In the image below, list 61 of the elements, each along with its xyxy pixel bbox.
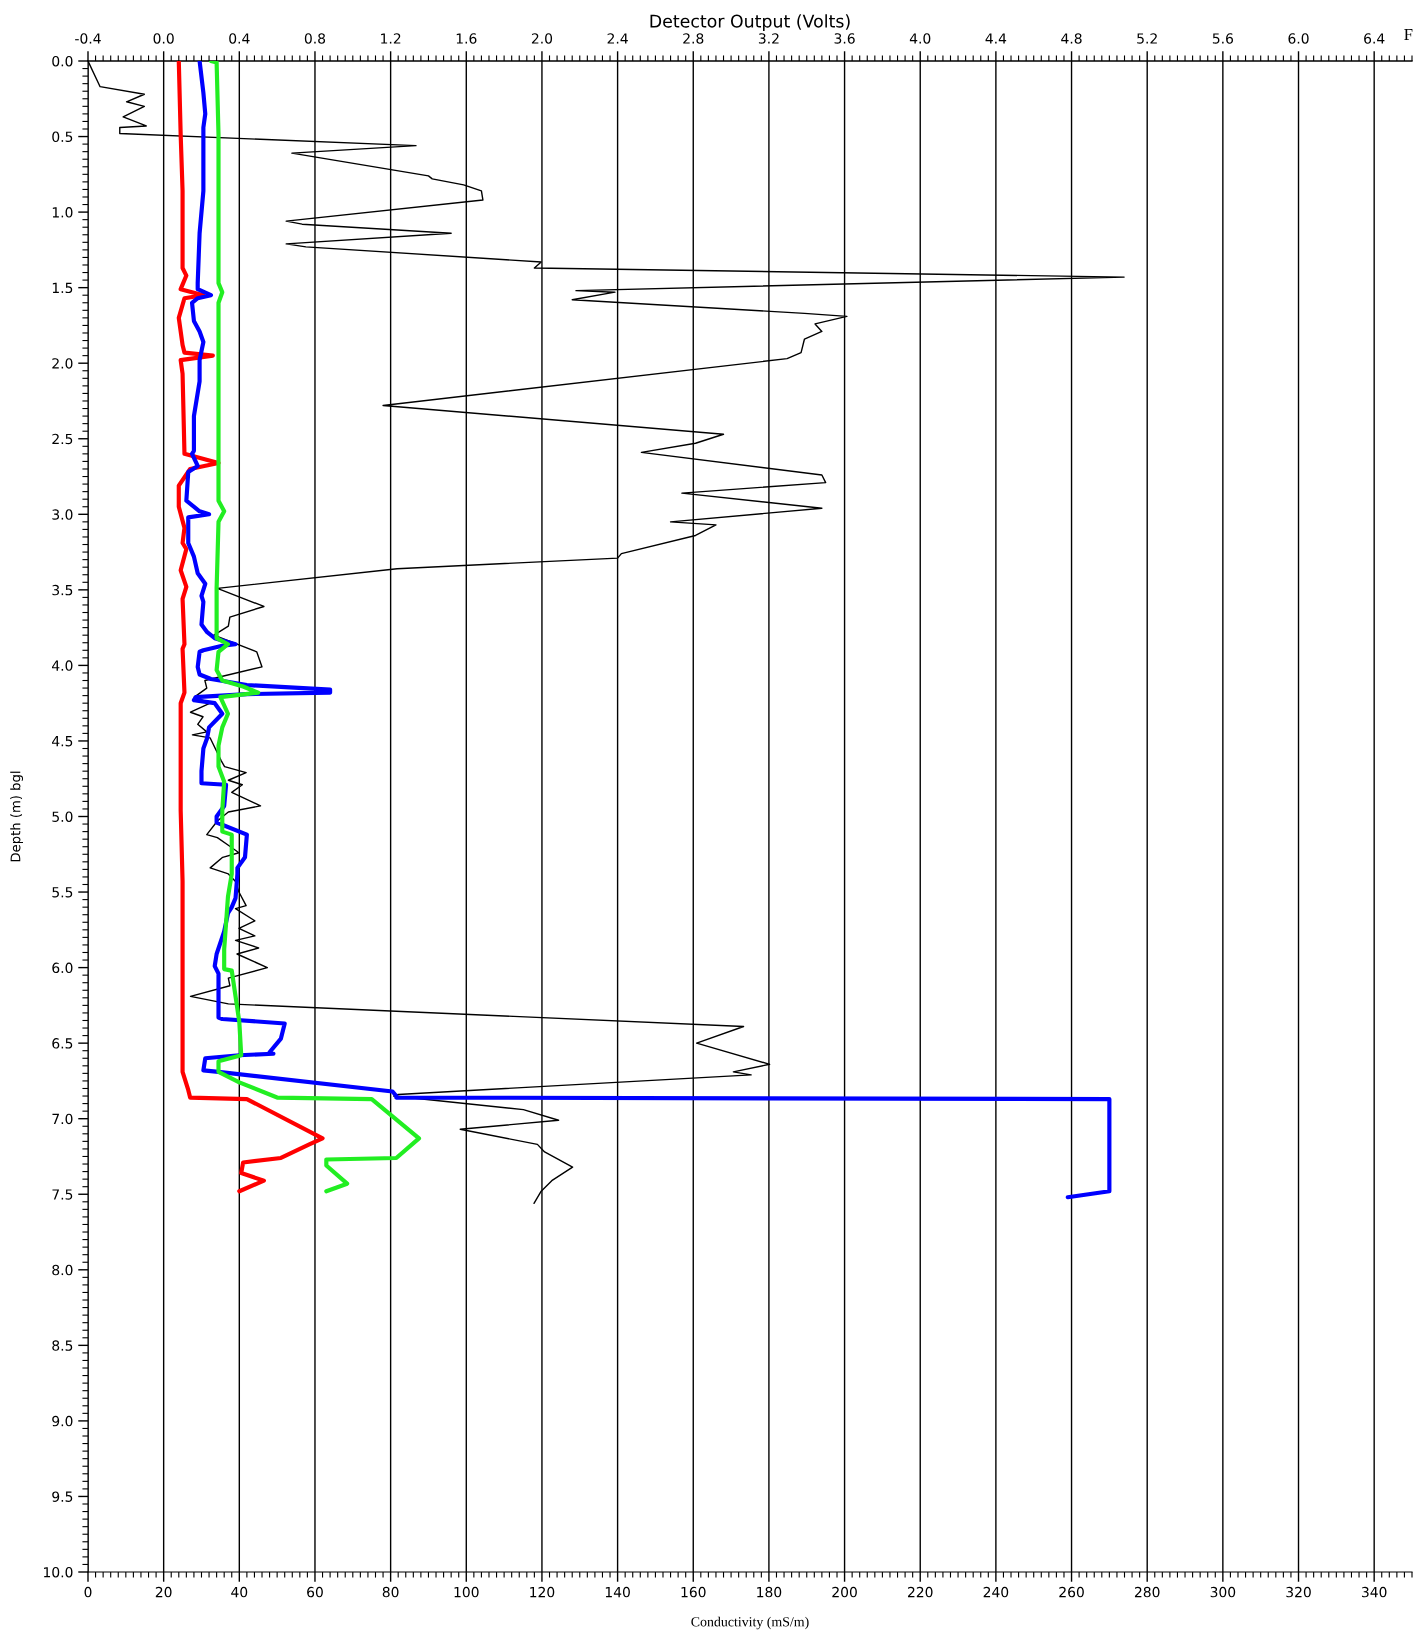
- x-tick-label: 100: [454, 1586, 479, 1598]
- y-tick-label: 8.5: [52, 1340, 73, 1351]
- x-axis-title: Conductivity (mS/m): [691, 1616, 809, 1630]
- y-tick-label: 6.0: [52, 962, 73, 974]
- x2-tick-label: 0.0: [153, 33, 174, 44]
- x2-tick-label: 0.4: [229, 33, 250, 44]
- x2-tick-label: -0.4: [75, 33, 101, 44]
- x-tick-label: 260: [1059, 1586, 1084, 1598]
- x2-tick-label: 3.2: [758, 33, 779, 44]
- x2-tick-label: 1.2: [381, 33, 401, 44]
- y-tick-label: 9.5: [52, 1491, 73, 1502]
- x2-tick-label: 2.8: [683, 33, 704, 44]
- x-tick-label: 20: [155, 1586, 172, 1598]
- text: F: [1404, 29, 1413, 41]
- y-tick-label: 0.5: [52, 131, 73, 143]
- y-axis-title: Depth (m) bgl: [10, 771, 23, 862]
- x-tick-label: 40: [231, 1586, 248, 1598]
- x-tick-label: 80: [382, 1586, 399, 1598]
- y-tick-label: 1.5: [52, 282, 73, 294]
- y-tick-label: 10.0: [44, 1566, 73, 1578]
- x-tick-label: 320: [1286, 1586, 1311, 1598]
- x2-tick-label: 5.2: [1137, 33, 1157, 44]
- y-tick-label: 0.0: [52, 55, 73, 67]
- y-tick-label: 4.0: [52, 660, 73, 671]
- x-tick-label: 180: [757, 1586, 782, 1598]
- x-tick-label: 300: [1210, 1586, 1236, 1598]
- x2-tick-label: 4.0: [909, 33, 931, 44]
- y-tick-label: 4.5: [52, 736, 73, 747]
- x2-tick-label: 5.6: [1212, 33, 1234, 44]
- y-tick-label: 3.0: [52, 509, 73, 520]
- y-tick-label: 7.5: [52, 1189, 73, 1200]
- y-tick-label: 8.0: [52, 1264, 73, 1276]
- x-tick-label: 140: [605, 1586, 630, 1598]
- x-tick-label: 200: [832, 1586, 857, 1598]
- y-tick-label: 1.0: [52, 207, 73, 218]
- x2-tick-label: 2.0: [531, 33, 553, 44]
- x-tick-label: 0: [84, 1586, 92, 1598]
- x-tick-label: 340: [1361, 1586, 1387, 1598]
- x2-tick-label: 2.4: [607, 33, 628, 44]
- x2-tick-label: 1.6: [456, 33, 477, 44]
- y-tick-label: 2.5: [52, 433, 73, 445]
- y-tick-label: 5.0: [52, 811, 73, 822]
- y-tick-label: 5.5: [52, 887, 73, 898]
- x-tick-label: 120: [530, 1586, 555, 1598]
- x-tick-label: 160: [681, 1586, 706, 1598]
- x2-tick-label: 4.4: [985, 33, 1007, 44]
- x-tick-label: 240: [983, 1586, 1009, 1598]
- y-tick-label: 6.5: [52, 1038, 73, 1049]
- x-tick-label: 280: [1134, 1586, 1160, 1598]
- x-tick-label: 60: [307, 1586, 323, 1598]
- y-tick-label: 2.0: [52, 358, 73, 369]
- y-tick-label: 9.0: [52, 1415, 73, 1427]
- x2-tick-label: 6.0: [1288, 33, 1309, 44]
- y-tick-label: 7.0: [52, 1113, 73, 1125]
- x2-tick-label: 4.8: [1061, 33, 1082, 44]
- x2-tick-label: 0.8: [304, 33, 326, 44]
- x-tick-label: 220: [907, 1586, 933, 1598]
- y-tick-label: 3.5: [52, 584, 73, 596]
- x2-tick-label: 6.4: [1364, 33, 1385, 44]
- x2-axis-title: Detector Output (Volts): [650, 14, 850, 32]
- x2-tick-label: 3.6: [834, 33, 855, 44]
